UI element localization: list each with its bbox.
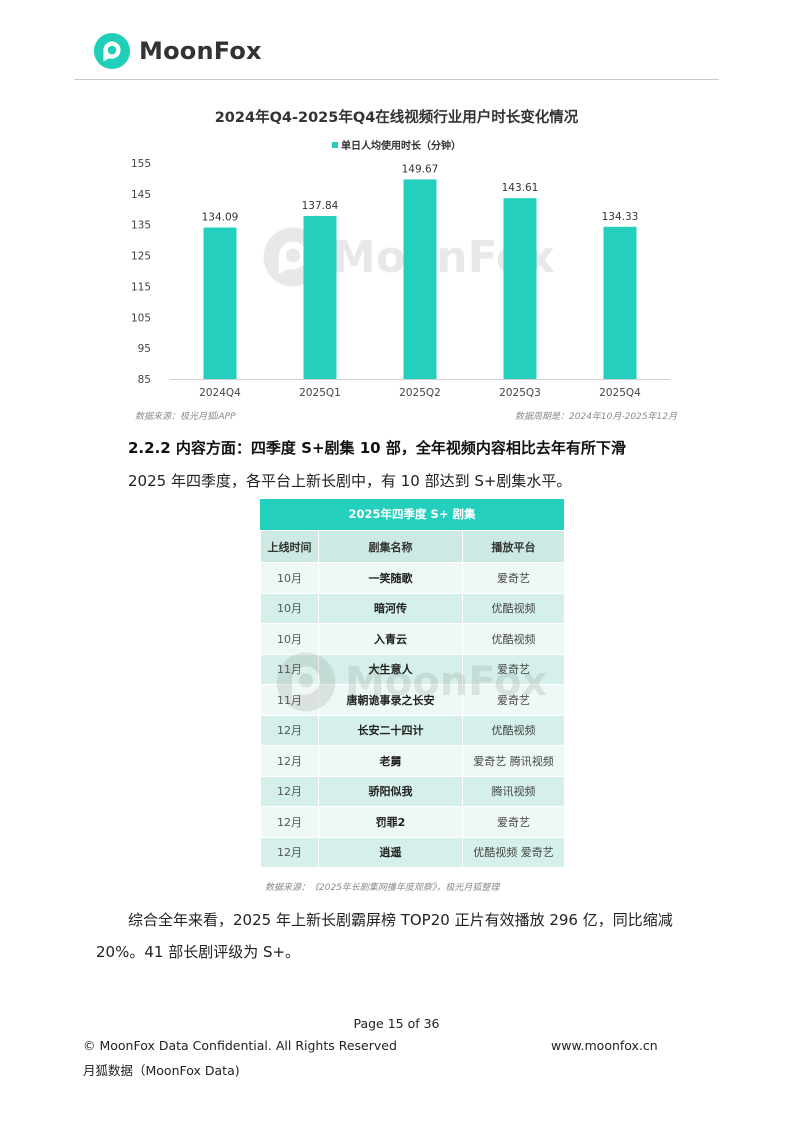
data-label: 143.61 [502,182,539,194]
table-row: 10月 入青云 优酷视频 [260,623,565,655]
table-row: 10月 一笑随歌 爱奇艺 [260,562,565,594]
cell-title: 骄阳似我 [318,775,463,807]
drama-table: 上线时间 剧集名称 播放平台 10月 一笑随歌 爱奇艺 10月 暗河传 优酷视频… [260,530,565,868]
x-tick-label: 2025Q1 [299,387,341,399]
bar [203,227,237,379]
table-row: 11月 唐朝诡事录之长安 爱奇艺 [260,684,565,716]
cell-platform: 爱奇艺 [462,806,565,838]
cell-platform: 优酷视频 [462,714,565,746]
chart-period: 数据周期是：2024年10月-2025年12月 [515,412,677,422]
cell-platform: 爱奇艺 [462,684,565,716]
y-tick-label: 85 [138,374,151,386]
cell-month: 12月 [260,775,319,807]
cell-month: 12月 [260,714,319,746]
cell-platform: 爱奇艺 腾讯视频 [462,745,565,777]
cell-platform: 爱奇艺 [462,653,565,685]
cell-title: 暗河传 [318,592,463,624]
x-tick-label: 2025Q4 [599,387,641,399]
section-lead: 2025 年四季度，各平台上新长剧中，有 10 部达到 S+剧集水平。 [128,472,572,490]
table-row: 11月 大生意人 爱奇艺 [260,653,565,685]
cell-month: 10月 [260,623,319,655]
summary-paragraph: 综合全年来看，2025 年上新长剧霸屏榜 TOP20 正片有效播放 296 亿，… [96,911,673,961]
cell-title: 大生意人 [318,653,463,685]
cell-title: 罚罪2 [318,806,463,838]
cell-month: 11月 [260,653,319,685]
x-tick-label: 2025Q3 [499,387,541,399]
x-tick-label: 2024Q4 [199,387,241,399]
y-tick-label: 105 [131,312,151,324]
bar [503,198,537,379]
footer-copyright: © MoonFox Data Confidential. All Rights … [83,1038,397,1053]
header-divider [74,79,719,80]
cell-platform: 优酷视频 爱奇艺 [462,836,565,868]
brand-name: MoonFox [139,37,262,65]
table-row: 12月 逍遥 优酷视频 爱奇艺 [260,836,565,868]
moonfox-logo-icon [93,32,131,70]
chart-title: 2024年Q4-2025年Q4在线视频行业用户时长变化情况 [214,110,579,126]
data-label: 149.67 [402,163,439,175]
table-row: 12月 罚罪2 爱奇艺 [260,806,565,838]
page-number: Page 15 of 36 [353,1016,440,1031]
data-label: 134.33 [602,211,639,223]
cell-platform: 优酷视频 [462,623,565,655]
y-tick-label: 135 [131,220,151,232]
data-label: 134.09 [202,212,239,224]
cell-title: 入青云 [318,623,463,655]
cell-month: 12月 [260,806,319,838]
legend-label: 单日人均使用时长（分钟） [341,141,461,152]
column-header: 剧集名称 [318,530,463,563]
cell-title: 唐朝诡事录之长安 [318,684,463,716]
legend-swatch [332,142,338,148]
y-tick-label: 95 [138,343,151,355]
cell-month: 12月 [260,745,319,777]
chart-source: 数据来源：极光月狐iAPP [135,412,236,422]
cell-title: 一笑随歌 [318,562,463,594]
cell-month: 11月 [260,684,319,716]
table-row: 12月 骄阳似我 腾讯视频 [260,775,565,807]
column-header: 播放平台 [462,530,565,563]
y-tick-label: 145 [131,189,151,201]
y-tick-label: 155 [131,158,151,170]
cell-month: 10月 [260,562,319,594]
table-header-row: 上线时间 剧集名称 播放平台 [260,530,565,563]
column-header: 上线时间 [260,530,319,563]
cell-title: 老舅 [318,745,463,777]
cell-platform: 爱奇艺 [462,562,565,594]
cell-title: 长安二十四计 [318,714,463,746]
bar [303,215,337,379]
bar-chart: 155 145 135 125 115 105 95 85 134.09 2024Q4 137.84… [131,158,670,399]
x-tick-label: 2025Q2 [399,387,441,399]
cell-month: 10月 [260,592,319,624]
table-row: 10月 暗河传 优酷视频 [260,592,565,624]
chart-legend: 单日人均使用时长（分钟） [0,137,793,152]
bar [403,179,437,379]
table-source: 数据来源：《2025年长剧集网播年度观察》，极光月狐整理 [265,883,500,893]
table-row: 12月 长安二十四计 优酷视频 [260,714,565,746]
footer-company: 月狐数据（MoonFox Data) [83,1063,240,1078]
data-label: 137.84 [302,200,339,212]
y-tick-label: 125 [131,251,151,263]
moonfox-logo: MoonFox [93,31,262,71]
cell-title: 逍遥 [318,836,463,868]
splus-drama-table: 2025年四季度 S+ 剧集 上线时间 剧集名称 播放平台 10月 一笑随歌 爱… [260,499,565,868]
cell-platform: 优酷视频 [462,592,565,624]
footer-url[interactable]: www.moonfox.cn [551,1038,658,1053]
table-row: 12月 老舅 爱奇艺 腾讯视频 [260,745,565,777]
table-title: 2025年四季度 S+ 剧集 [260,499,564,530]
section-heading: 2.2.2 内容方面：四季度 S+剧集 10 部，全年视频内容相比去年有所下滑 [128,439,626,457]
y-tick-label: 115 [131,281,151,293]
cell-month: 12月 [260,836,319,868]
cell-platform: 腾讯视频 [462,775,565,807]
bar [603,226,637,379]
